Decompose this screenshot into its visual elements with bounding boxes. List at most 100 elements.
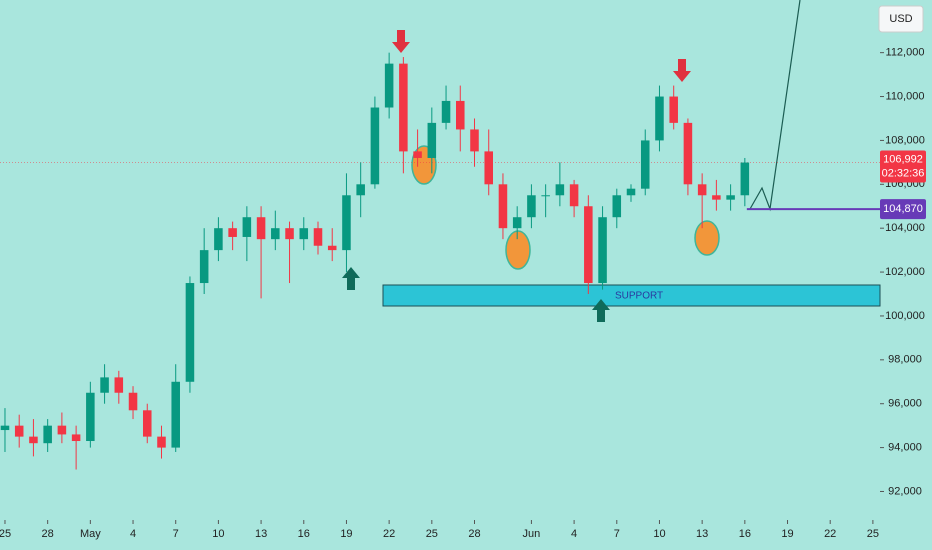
candle-body bbox=[555, 184, 565, 196]
countdown-label: 02:32:36 bbox=[882, 167, 925, 179]
candle-body bbox=[157, 436, 166, 448]
x-tick-label: 25 bbox=[867, 528, 879, 540]
candle-body bbox=[726, 195, 735, 200]
up-arrow bbox=[342, 267, 360, 290]
x-tick-label: 10 bbox=[212, 528, 224, 540]
candle-body bbox=[612, 195, 622, 218]
candle-body bbox=[384, 63, 394, 108]
y-tick-label: 96,000 bbox=[888, 398, 922, 410]
candle-body bbox=[171, 381, 180, 448]
candle-body bbox=[43, 425, 52, 444]
x-tick-label: 7 bbox=[614, 528, 620, 540]
last-price-label: 106,992 bbox=[883, 153, 923, 165]
x-tick-label: May bbox=[80, 528, 101, 540]
candle-body bbox=[712, 195, 721, 200]
projection-line bbox=[749, 0, 801, 212]
x-tick-label: 25 bbox=[0, 528, 11, 540]
candle-body bbox=[285, 228, 294, 240]
support-zone bbox=[382, 284, 881, 307]
candle-body bbox=[271, 228, 280, 240]
x-tick-label: 22 bbox=[383, 528, 395, 540]
candle-body bbox=[640, 140, 650, 189]
candle-body bbox=[470, 129, 479, 152]
candle-body bbox=[669, 96, 678, 123]
candle-body bbox=[29, 436, 38, 444]
candle-body bbox=[541, 195, 550, 197]
x-tick-label: 19 bbox=[781, 528, 793, 540]
candle-body bbox=[456, 100, 465, 130]
candle-body bbox=[683, 122, 693, 185]
down-arrow bbox=[392, 30, 410, 53]
up-arrow bbox=[592, 299, 610, 322]
x-tick-label: Jun bbox=[523, 528, 541, 540]
candle-body bbox=[427, 122, 437, 158]
down-arrow bbox=[673, 59, 691, 82]
highlight-circle bbox=[694, 220, 720, 256]
candle-body bbox=[399, 63, 408, 152]
x-tick-label: 25 bbox=[426, 528, 438, 540]
x-tick-label: 4 bbox=[571, 528, 577, 540]
x-tick-label: 16 bbox=[298, 528, 310, 540]
y-tick-label: 92,000 bbox=[888, 485, 922, 497]
y-tick-label: 104,000 bbox=[885, 222, 925, 234]
x-tick-label: 22 bbox=[824, 528, 836, 540]
candle-body bbox=[0, 425, 10, 431]
candle-body bbox=[370, 107, 380, 185]
candle-body bbox=[71, 434, 81, 442]
candle-body bbox=[498, 184, 508, 229]
candle-body bbox=[569, 184, 579, 207]
candle-body bbox=[584, 206, 593, 284]
candle-body bbox=[313, 228, 323, 246]
candle-body bbox=[142, 410, 152, 437]
x-tick-label: 13 bbox=[696, 528, 708, 540]
candle-body bbox=[356, 184, 365, 196]
y-tick-label: 110,000 bbox=[886, 90, 925, 102]
candle-body bbox=[441, 100, 451, 123]
candle-body bbox=[512, 217, 522, 229]
candle-body bbox=[626, 188, 636, 196]
candle-body bbox=[598, 217, 607, 284]
support-label: SUPPORT bbox=[615, 291, 663, 302]
candle-body bbox=[655, 96, 664, 141]
y-tick-label: 94,000 bbox=[888, 442, 922, 454]
candle-body bbox=[697, 184, 707, 196]
candle-body bbox=[256, 217, 266, 240]
currency-label: USD bbox=[889, 13, 912, 25]
highlight-circle bbox=[505, 230, 531, 270]
y-tick-label: 112,000 bbox=[886, 47, 925, 59]
candle-body bbox=[114, 377, 124, 393]
x-tick-label: 7 bbox=[173, 528, 179, 540]
candle-body bbox=[100, 377, 109, 393]
y-tick-label: 102,000 bbox=[885, 266, 925, 278]
x-tick-label: 13 bbox=[255, 528, 267, 540]
candle-body bbox=[342, 195, 351, 251]
candle-body bbox=[527, 195, 536, 218]
candle-body bbox=[327, 245, 337, 251]
candle-body bbox=[185, 283, 195, 382]
candle-body bbox=[128, 392, 138, 411]
candle-body bbox=[214, 228, 223, 251]
candle-body bbox=[484, 151, 493, 185]
candle-body bbox=[199, 250, 209, 284]
y-tick-label: 100,000 bbox=[885, 310, 925, 322]
x-tick-label: 28 bbox=[42, 528, 54, 540]
candle-body bbox=[86, 392, 95, 442]
x-tick-label: 10 bbox=[653, 528, 665, 540]
candle-body bbox=[740, 162, 750, 196]
candle-body bbox=[14, 425, 24, 437]
x-tick-label: 19 bbox=[340, 528, 352, 540]
y-tick-label: 98,000 bbox=[888, 354, 922, 366]
candle-body bbox=[57, 425, 67, 435]
level-label: 104,870 bbox=[883, 203, 923, 215]
x-tick-label: 16 bbox=[739, 528, 751, 540]
candle-body bbox=[299, 228, 309, 240]
candle-body bbox=[242, 217, 252, 237]
candle-body bbox=[228, 228, 237, 237]
x-tick-label: 4 bbox=[130, 528, 136, 540]
x-tick-label: 28 bbox=[468, 528, 480, 540]
y-tick-label: 108,000 bbox=[885, 134, 925, 146]
currency-box bbox=[878, 5, 924, 33]
level-tag bbox=[880, 199, 926, 220]
